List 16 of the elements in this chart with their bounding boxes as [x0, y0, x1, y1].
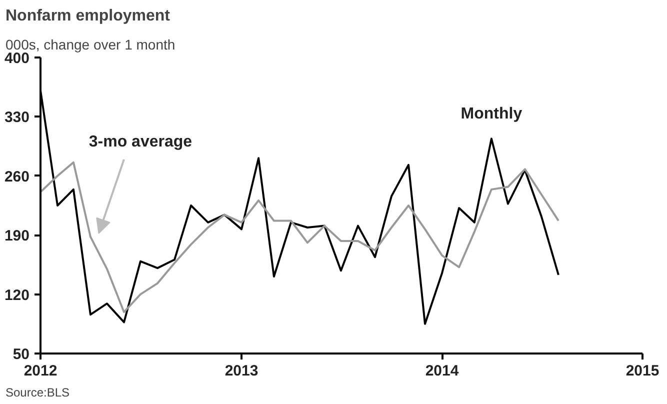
- series-label: 3-mo average: [88, 134, 192, 151]
- x-tick-label: 2013: [224, 362, 258, 380]
- x-tick-label: 2014: [425, 362, 460, 380]
- x-tick-label: 2015: [626, 362, 660, 380]
- y-tick-label: 400: [4, 50, 30, 67]
- chart-subtitle: 000s, change over 1 month: [6, 36, 176, 52]
- line-series: [40, 161, 560, 314]
- x-tick-label: 2012: [24, 362, 58, 380]
- y-tick-label: 190: [4, 228, 30, 245]
- chart-title: Nonfarm employment: [6, 8, 171, 24]
- y-tick-label: 330: [4, 109, 30, 126]
- source-note: Source:BLS: [6, 386, 70, 400]
- y-tick-label: 120: [4, 286, 30, 304]
- y-tick-label: 260: [4, 168, 30, 186]
- y-tick-label: 50: [12, 346, 30, 363]
- series-label: Monthly: [460, 106, 522, 123]
